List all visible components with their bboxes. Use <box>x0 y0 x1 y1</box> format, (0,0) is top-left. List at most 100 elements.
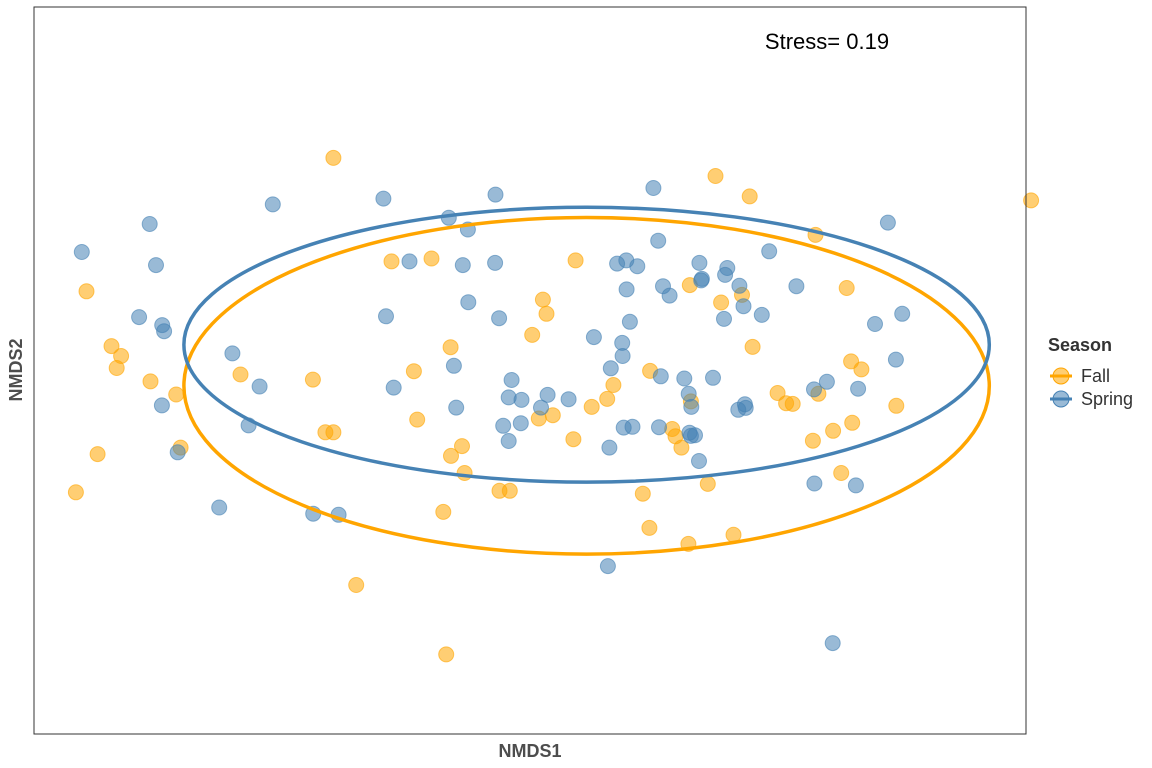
fall-point-61 <box>435 503 452 520</box>
fall-point-27 <box>142 373 159 390</box>
spring-point-35 <box>621 313 638 330</box>
spring-point-52 <box>385 379 402 396</box>
spring-point-53 <box>676 370 693 387</box>
fall-point-55 <box>699 475 716 492</box>
spring-point-59 <box>560 391 577 408</box>
fall-point-21 <box>405 363 422 380</box>
spring-point-81 <box>847 477 864 494</box>
legend-spring-key <box>1052 390 1070 408</box>
fall-point-22 <box>232 366 249 383</box>
fall-point-10 <box>78 283 95 300</box>
spring-point-13 <box>454 257 471 274</box>
legend-title: Season <box>1048 335 1112 355</box>
spring-point-75 <box>495 417 512 434</box>
spring-point-51 <box>705 369 721 386</box>
fall-point-46 <box>804 432 821 449</box>
spring-point-80 <box>691 453 707 469</box>
legend: Season Fall Spring <box>1048 335 1133 409</box>
spring-point-49 <box>818 373 835 390</box>
legend-fall-label: Fall <box>1081 366 1110 386</box>
fall-point-45 <box>825 422 842 439</box>
spring-point-12 <box>401 253 418 270</box>
spring-point-82 <box>806 475 823 492</box>
fall-point-18 <box>103 338 120 355</box>
spring-point-83 <box>211 499 228 516</box>
spring-point-32 <box>753 306 770 323</box>
fall-point-38 <box>888 397 905 414</box>
spring-point-30 <box>131 309 148 326</box>
spring-point-20 <box>717 266 734 283</box>
y-axis-title: NMDS2 <box>6 338 26 401</box>
spring-point-79 <box>601 439 618 456</box>
spring-point-48 <box>503 372 520 388</box>
fall-point-7 <box>567 252 584 269</box>
spring-point-27 <box>661 287 678 304</box>
spring-point-3 <box>264 196 281 213</box>
spring-point-31 <box>735 298 752 315</box>
spring-point-50 <box>251 378 268 395</box>
fall-point-66 <box>438 646 455 663</box>
spring-point-55 <box>806 381 822 398</box>
spring-point-65 <box>448 399 465 416</box>
spring-point-34 <box>867 316 883 332</box>
spring-point-47 <box>652 368 669 385</box>
fall-point-44 <box>325 424 342 441</box>
fall-point-29 <box>168 386 185 403</box>
fall-point-0 <box>325 149 342 166</box>
spring-point-56 <box>680 385 697 402</box>
fall-point-47 <box>565 431 582 448</box>
fall-point-1 <box>707 168 724 184</box>
spring-point-1 <box>487 186 504 203</box>
fall-point-13 <box>713 294 730 311</box>
spring-point-2 <box>375 190 392 207</box>
fall-point-12 <box>534 291 551 308</box>
spring-point-0 <box>645 180 662 196</box>
ellipse-layer <box>182 205 992 556</box>
fall-point-30 <box>769 385 786 401</box>
fall-point-51 <box>443 447 459 464</box>
fall-point-60 <box>67 484 84 501</box>
fall-point-35 <box>583 398 600 415</box>
spring-point-41 <box>585 329 602 346</box>
spring-point-11 <box>148 257 164 274</box>
spring-point-57 <box>539 386 556 403</box>
spring-point-46 <box>445 357 462 374</box>
spring-point-61 <box>683 398 700 415</box>
spring-point-42 <box>224 345 241 362</box>
spring-point-36 <box>460 294 477 311</box>
fall-point-8 <box>838 280 855 296</box>
fall-point-49 <box>454 438 470 455</box>
fall-point-36 <box>409 411 426 428</box>
spring-point-16 <box>691 254 708 271</box>
fall-point-52 <box>667 428 684 445</box>
fall-point-58 <box>501 482 518 499</box>
fall-point-62 <box>641 519 658 536</box>
spring-point-78 <box>687 427 703 444</box>
spring-point-23 <box>788 278 805 295</box>
spring-point-60 <box>513 391 530 408</box>
fall-point-6 <box>423 250 440 267</box>
fall-point-20 <box>108 360 125 376</box>
fall-point-33 <box>599 390 616 407</box>
spring-point-66 <box>533 399 549 416</box>
x-axis-title: NMDS1 <box>498 741 561 761</box>
stress-annotation: Stress= 0.19 <box>765 29 889 54</box>
fall-point-54 <box>456 465 473 481</box>
spring-point-54 <box>850 380 867 397</box>
spring-point-26 <box>693 272 710 289</box>
fall-point-3 <box>1023 192 1040 209</box>
spring-point-6 <box>879 214 896 231</box>
fall-point-25 <box>843 353 860 370</box>
spring-point-9 <box>761 243 778 260</box>
spring-point-33 <box>716 310 732 327</box>
spring-point-14 <box>487 254 504 271</box>
spring-ellipse <box>182 205 992 484</box>
spring-point-77 <box>500 433 517 449</box>
fall-point-15 <box>744 338 761 355</box>
spring-point-19 <box>609 255 626 272</box>
spring-point-67 <box>153 397 170 414</box>
spring-point-64 <box>730 401 747 418</box>
spring-point-37 <box>491 310 508 327</box>
